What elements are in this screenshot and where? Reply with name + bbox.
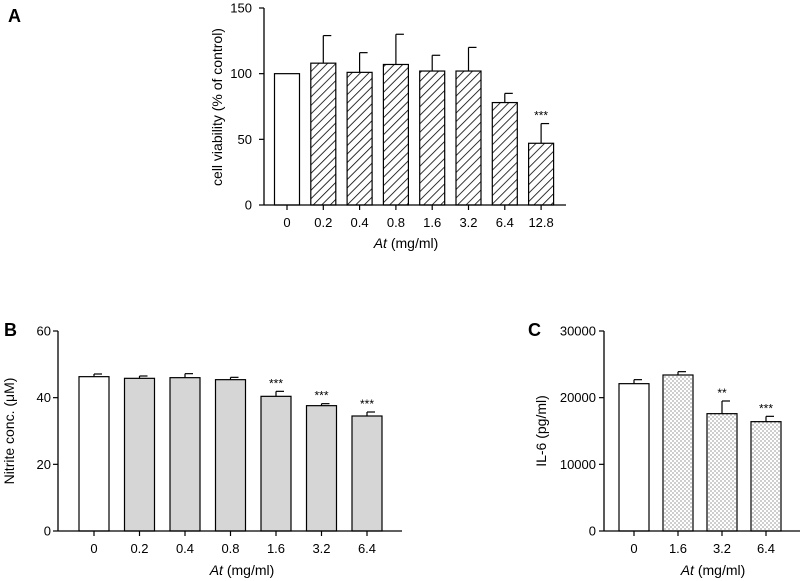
bar — [706, 413, 738, 532]
x-tick-label: 0.4 — [351, 215, 369, 230]
y-axis-label: Nitrite conc. (μM) — [1, 378, 17, 485]
y-axis-label: cell viability (% of control) — [209, 28, 225, 186]
y-tick-label: 10000 — [560, 457, 596, 472]
panel-label: B — [4, 320, 17, 340]
x-tick-label: 3.2 — [459, 215, 477, 230]
x-tick-label: 1.6 — [423, 215, 441, 230]
y-tick-label: 100 — [230, 66, 252, 81]
x-axis-label: At (mg/ml) — [373, 235, 439, 251]
bar — [750, 421, 782, 532]
x-axis-label-italic: At — [373, 235, 388, 251]
x-tick-label: 6.4 — [757, 541, 775, 556]
x-tick-label: 0.4 — [176, 541, 194, 556]
bar — [310, 62, 337, 206]
x-axis-label-unit: (mg/ml) — [223, 562, 274, 578]
significance-marker: *** — [534, 109, 548, 123]
bar — [618, 383, 650, 532]
significance-marker: *** — [269, 376, 283, 390]
x-tick-label: 0 — [283, 215, 290, 230]
x-axis-label-italic: At — [209, 562, 224, 578]
x-tick-label: 0.8 — [387, 215, 405, 230]
x-tick-label: 0 — [90, 541, 97, 556]
x-tick-label: 6.4 — [358, 541, 376, 556]
x-tick-label: 0.2 — [130, 541, 148, 556]
bar — [78, 376, 110, 532]
x-axis-label: At (mg/ml) — [209, 562, 275, 578]
bar — [169, 377, 201, 532]
x-tick-label: 0 — [630, 541, 637, 556]
y-tick-label: 0 — [589, 524, 596, 539]
x-axis-label-italic: At — [680, 562, 695, 578]
bar — [491, 101, 518, 206]
x-tick-label: 0.8 — [221, 541, 239, 556]
panel-label: A — [8, 6, 21, 26]
y-tick-label: 20000 — [560, 390, 596, 405]
x-axis-label-unit: (mg/ml) — [387, 235, 438, 251]
chart-panel-b: B *** *** *** 0 20 40 60 0 0.2 0.4 0.8 1.6 3.2 6.4 Nitr… — [1, 320, 402, 578]
bar — [527, 142, 555, 206]
bar — [419, 70, 446, 206]
y-tick-label: 50 — [238, 132, 252, 147]
x-tick-label: 1.6 — [669, 541, 687, 556]
significance-marker: *** — [360, 397, 374, 411]
significance-marker: *** — [314, 389, 328, 403]
bar — [346, 71, 373, 206]
y-tick-label: 30000 — [560, 324, 596, 339]
x-tick-label: 0.2 — [314, 215, 332, 230]
chart-panel-a: A *** 0 50 100 150 0 0.2 0.4 0.8 1.6 3.2 6.4 12.8 cell… — [8, 1, 566, 251]
x-tick-label: 12.8 — [528, 215, 553, 230]
panel-label: C — [528, 320, 541, 340]
y-tick-label: 20 — [37, 457, 51, 472]
x-tick-label: 6.4 — [496, 215, 514, 230]
significance-marker: *** — [759, 401, 773, 415]
y-tick-label: 150 — [230, 1, 252, 16]
x-axis-label: At (mg/ml) — [680, 562, 746, 578]
x-tick-label: 1.6 — [267, 541, 285, 556]
bar — [260, 395, 292, 532]
y-axis-label: IL-6 (pg/ml) — [533, 395, 549, 467]
x-axis-label-unit: (mg/ml) — [694, 562, 745, 578]
y-tick-label: 60 — [37, 324, 51, 339]
bar — [273, 73, 301, 206]
bar — [214, 379, 247, 532]
bar — [455, 70, 482, 206]
bar — [351, 415, 383, 532]
x-tick-label: 3.2 — [312, 541, 330, 556]
bar — [382, 63, 409, 206]
x-tick-label: 3.2 — [713, 541, 731, 556]
y-tick-label: 0 — [245, 198, 252, 213]
significance-marker: ** — [717, 386, 727, 400]
bar — [662, 374, 694, 532]
y-tick-label: 0 — [44, 524, 51, 539]
y-tick-label: 40 — [37, 390, 51, 405]
bar — [123, 377, 156, 532]
bar — [305, 405, 338, 532]
